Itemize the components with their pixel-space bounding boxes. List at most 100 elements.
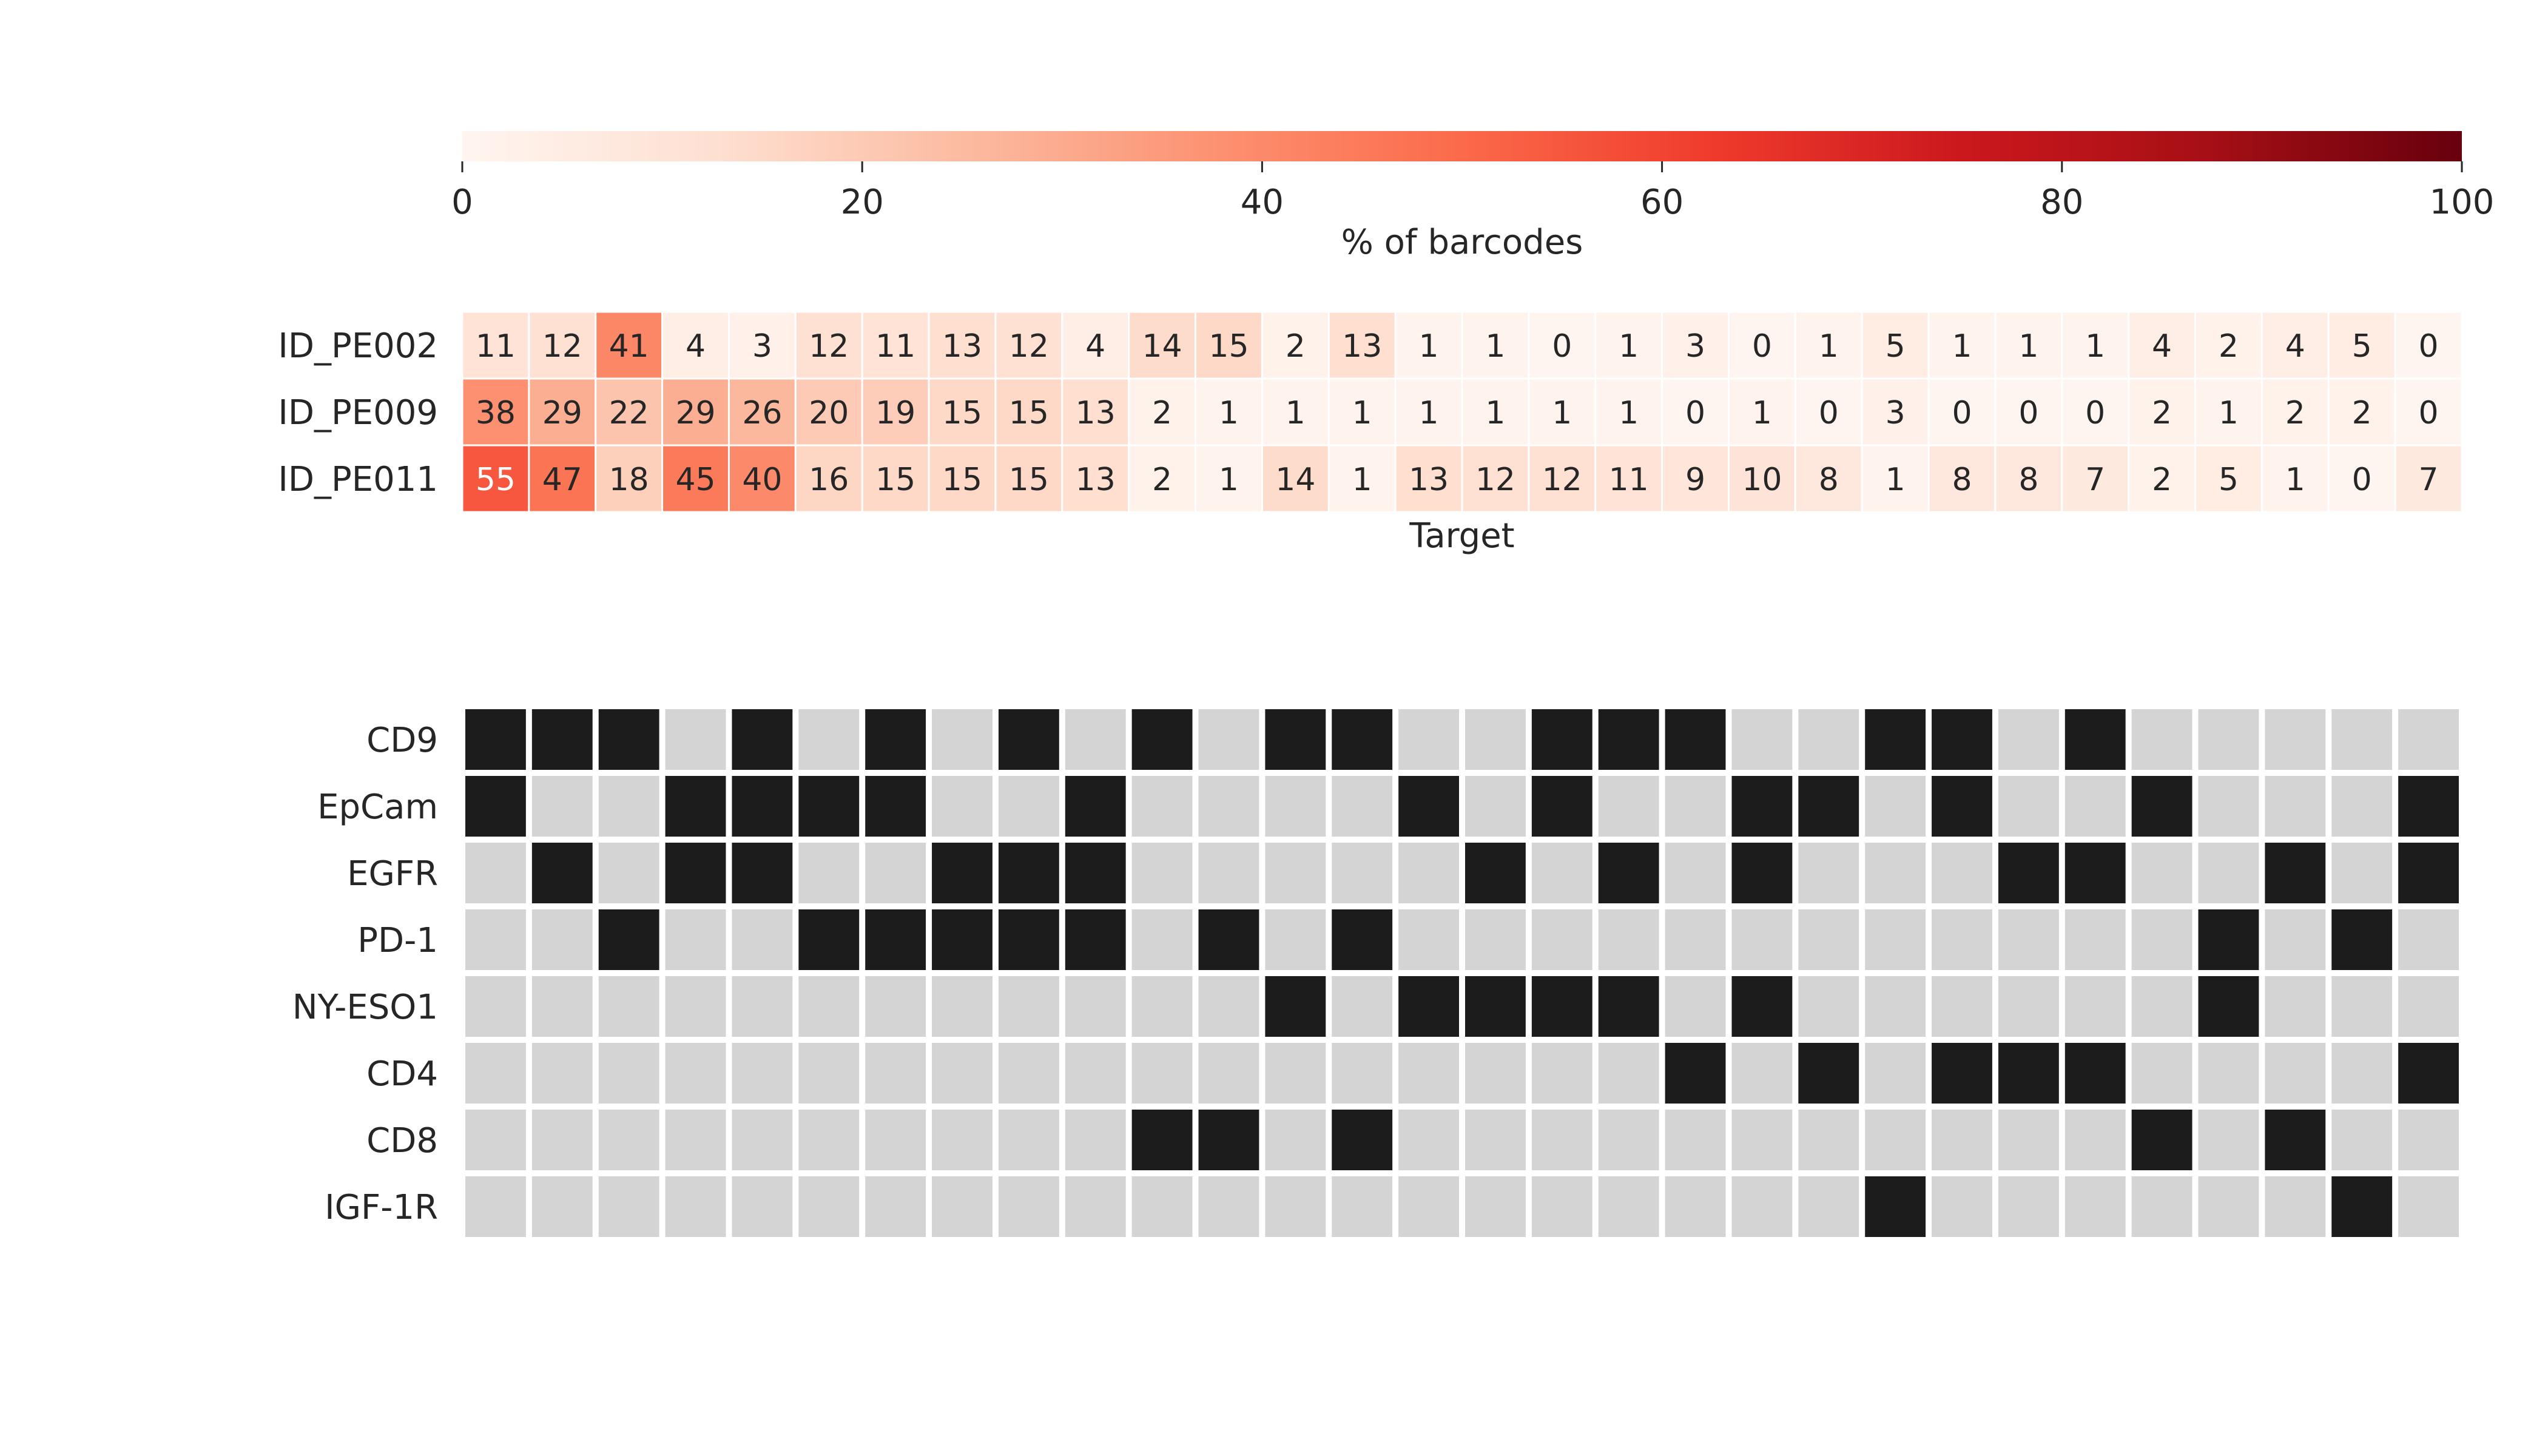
matrix-cell-absent: [598, 1176, 659, 1237]
matrix-cell-present: [2064, 843, 2126, 903]
heatmap-cell: [1994, 444, 2063, 513]
matrix-cell-absent: [1065, 709, 1126, 770]
matrix-cell-present: [2398, 1043, 2459, 1104]
matrix-cell-absent: [1798, 1110, 1859, 1170]
matrix-cell-absent: [998, 1176, 1059, 1237]
matrix-cell-absent: [2198, 843, 2259, 903]
heatmap-cell-label: 1: [2285, 462, 2305, 498]
matrix-cell-absent: [932, 776, 993, 837]
matrix-cell-present: [865, 909, 926, 970]
heatmap-cell-label: 1: [2018, 328, 2038, 365]
heatmap-cell: [2394, 311, 2463, 380]
matrix-cell-absent: [1998, 976, 2059, 1037]
matrix-cell-absent: [1932, 843, 1992, 903]
matrix-cell-absent: [1065, 1110, 1126, 1170]
matrix-cell-absent: [1598, 1176, 1659, 1237]
heatmap-cell-label: 11: [1609, 462, 1649, 498]
matrix-cell-absent: [1998, 776, 2059, 837]
matrix-cells: [465, 709, 2459, 1237]
colorbar-gradient: [462, 131, 2462, 161]
matrix-cell-absent: [2064, 1176, 2126, 1237]
matrix-cell-present: [1865, 1176, 1926, 1237]
matrix-cell-absent: [2064, 1110, 2126, 1170]
heatmap-cell-label: 1: [1552, 395, 1572, 431]
heatmap-cell-label: 13: [1076, 462, 1116, 498]
matrix-cell-present: [2064, 709, 2126, 770]
matrix-cell-absent: [1531, 909, 1592, 970]
matrix-cell-absent: [2131, 976, 2192, 1037]
matrix-cell-present: [665, 843, 726, 903]
matrix-cell-present: [1265, 976, 1326, 1037]
heatmap-cell: [727, 444, 797, 513]
heatmap-cell-label: 1: [1752, 395, 1772, 431]
matrix-cell-absent: [932, 976, 993, 1037]
heatmap-cell-label: 13: [1342, 328, 1382, 365]
heatmap-cell-label: 45: [675, 462, 715, 498]
heatmap-cell-label: 2: [2152, 395, 2172, 431]
matrix-cell-present: [1065, 776, 1126, 837]
heatmap-cell: [861, 444, 930, 513]
heatmap-cell-label: 40: [742, 462, 782, 498]
matrix-cell-absent: [1932, 976, 1992, 1037]
heatmap-cell-label: 14: [1142, 328, 1182, 365]
heatmap-cell-label: 1: [1952, 328, 1972, 365]
matrix-cell-absent: [465, 976, 526, 1037]
matrix-cell-present: [1932, 709, 1992, 770]
matrix-cell-absent: [798, 709, 860, 770]
heatmap-cell-label: 4: [2285, 328, 2305, 365]
matrix-cell-absent: [932, 709, 993, 770]
matrix-cell-absent: [865, 843, 926, 903]
matrix-cell-present: [1065, 843, 1126, 903]
matrix-cell-absent: [1665, 843, 1726, 903]
matrix-cell-absent: [2198, 1110, 2259, 1170]
matrix-cell-present: [1798, 1043, 1859, 1104]
heatmap-cell: [1861, 444, 1930, 513]
heatmap-cell: [1927, 444, 1997, 513]
matrix-cell-absent: [665, 909, 726, 970]
heatmap-cell: [1528, 377, 1597, 447]
heatmap-row-label: ID_PE009: [278, 393, 438, 433]
heatmap-cell-label: 12: [809, 328, 849, 365]
matrix-cell-absent: [2331, 976, 2393, 1037]
matrix-cell-absent: [1731, 1043, 1793, 1104]
heatmap-cell: [1195, 311, 1263, 380]
heatmap-row-labels: ID_PE002 ID_PE009 ID_PE011: [278, 326, 438, 499]
matrix-cell-absent: [2398, 1110, 2459, 1170]
heatmap-cell: [1061, 311, 1130, 380]
matrix-cell-absent: [1398, 1110, 1459, 1170]
matrix-cell-absent: [2131, 709, 2192, 770]
heatmap-cell: [1128, 444, 1197, 513]
heatmap-cell-label: 0: [1819, 395, 1839, 431]
matrix-cell-absent: [1865, 1110, 1926, 1170]
heatmap-row-label: ID_PE002: [278, 326, 438, 366]
matrix-cell-absent: [1131, 976, 1193, 1037]
matrix-cell-absent: [1465, 909, 1526, 970]
matrix-cell-absent: [2398, 709, 2459, 770]
matrix-cell-absent: [2198, 1043, 2259, 1104]
heatmap-cell: [1994, 377, 2063, 447]
matrix-cell-absent: [865, 976, 926, 1037]
heatmap-cell: [1461, 444, 1530, 513]
matrix-cell-present: [1598, 976, 1659, 1037]
heatmap-cell-label: 15: [1009, 395, 1049, 431]
matrix-cell-absent: [1865, 1043, 1926, 1104]
heatmap-cell-label: 1: [1352, 462, 1372, 498]
matrix-cell-absent: [1265, 909, 1326, 970]
matrix-cell-absent: [1465, 1043, 1526, 1104]
matrix-cell-absent: [1998, 1176, 2059, 1237]
matrix-cell-present: [798, 776, 860, 837]
heatmap-cell-label: 3: [1685, 328, 1705, 365]
heatmap-cell: [1927, 311, 1997, 380]
heatmap-cell-label: 8: [2018, 462, 2038, 498]
matrix-cell-present: [1332, 909, 1393, 970]
colorbar-tick-label: 100: [2430, 183, 2495, 222]
matrix-cell-absent: [1531, 1176, 1592, 1237]
matrix-cell-present: [598, 709, 659, 770]
heatmap-cell-label: 11: [875, 328, 915, 365]
matrix-cell-present: [2398, 843, 2459, 903]
matrix-cell-present: [2331, 1176, 2393, 1237]
matrix-cell-absent: [2198, 776, 2259, 837]
matrix-cell-present: [531, 709, 593, 770]
matrix-cell-absent: [665, 709, 726, 770]
